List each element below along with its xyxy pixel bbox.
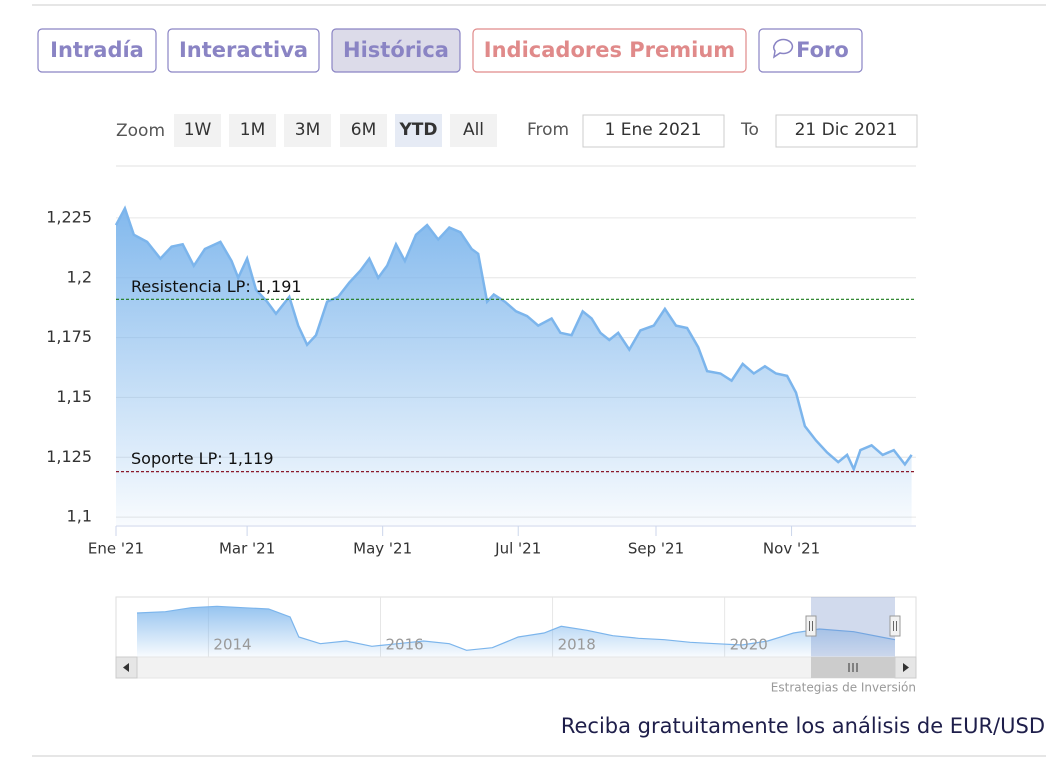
navigator-area <box>137 606 895 657</box>
zoom-button[interactable] <box>340 114 387 147</box>
navigator-handle[interactable] <box>889 615 901 637</box>
from-label: From <box>527 120 569 140</box>
y-tick-label: 1,225 <box>46 207 92 226</box>
x-tick-label: Ene '21 <box>88 540 144 558</box>
y-tick-label: 1,15 <box>56 387 92 406</box>
navigator-tick-label: 2020 <box>730 636 768 654</box>
zoom-button-label: 6M <box>351 120 376 140</box>
to-input[interactable] <box>775 114 918 148</box>
plot-line-label: Soporte LP: 1,119 <box>131 449 274 468</box>
zoom-button[interactable] <box>229 114 276 147</box>
tab-label: Intradía <box>50 38 144 62</box>
area-fill <box>116 208 912 525</box>
chat-icon <box>772 38 794 59</box>
tab-label: Indicadores Premium <box>484 38 735 62</box>
scrollbar-track <box>115 656 917 679</box>
navigator-tick-label: 2018 <box>558 636 596 654</box>
x-tick-label: Mar '21 <box>219 540 275 558</box>
tab[interactable] <box>167 28 320 73</box>
y-tick-label: 1,175 <box>46 327 92 346</box>
tab[interactable] <box>472 28 747 73</box>
footer-link[interactable]: Reciba gratuitamente los análisis de EUR… <box>561 714 1045 738</box>
x-tick-label: May '21 <box>353 540 412 558</box>
navigator-line <box>136 605 896 651</box>
to-value: 21 Dic 2021 <box>795 120 898 140</box>
x-tick-label: Sep '21 <box>628 540 684 558</box>
tab-label: Histórica <box>343 38 449 62</box>
tab[interactable] <box>37 28 157 73</box>
navigator-tick-label: 2014 <box>213 636 251 654</box>
from-input[interactable] <box>582 114 725 148</box>
y-tick-label: 1,2 <box>67 267 92 286</box>
zoom-button-label: 1W <box>184 120 212 140</box>
zoom-button-label: 1M <box>240 120 265 140</box>
zoom-button-label: YTD <box>398 120 437 140</box>
credits: Estrategias de Inversión <box>771 681 916 695</box>
tab-label: Interactiva <box>179 38 308 62</box>
arrow-right <box>903 663 909 672</box>
zoom-label: Zoom <box>116 121 165 141</box>
plot-line-label: Resistencia LP: 1,191 <box>131 277 302 296</box>
tab-label: Foro <box>796 38 849 62</box>
handle-grip <box>893 621 897 631</box>
zoom-button[interactable] <box>174 114 221 147</box>
zoom-button-label: 3M <box>295 120 320 140</box>
navigator-selection <box>811 597 895 657</box>
tab[interactable] <box>331 28 461 73</box>
zoom-button[interactable] <box>284 114 331 147</box>
navigator-handle[interactable] <box>805 615 817 637</box>
to-label: To <box>740 120 759 140</box>
y-tick-label: 1,125 <box>46 447 92 466</box>
arrow-left <box>123 663 129 672</box>
handle-grip <box>809 621 813 631</box>
from-value: 1 Ene 2021 <box>605 120 702 140</box>
price-line <box>114 205 913 473</box>
thumb-grip <box>848 663 858 672</box>
x-tick-label: Jul '21 <box>494 540 541 558</box>
zoom-button[interactable] <box>450 114 497 147</box>
zoom-button-label: All <box>463 120 484 140</box>
x-tick-label: Nov '21 <box>763 540 820 558</box>
y-tick-label: 1,1 <box>67 507 92 526</box>
navigator-tick-label: 2016 <box>385 636 423 654</box>
zoom-button[interactable] <box>395 114 442 147</box>
